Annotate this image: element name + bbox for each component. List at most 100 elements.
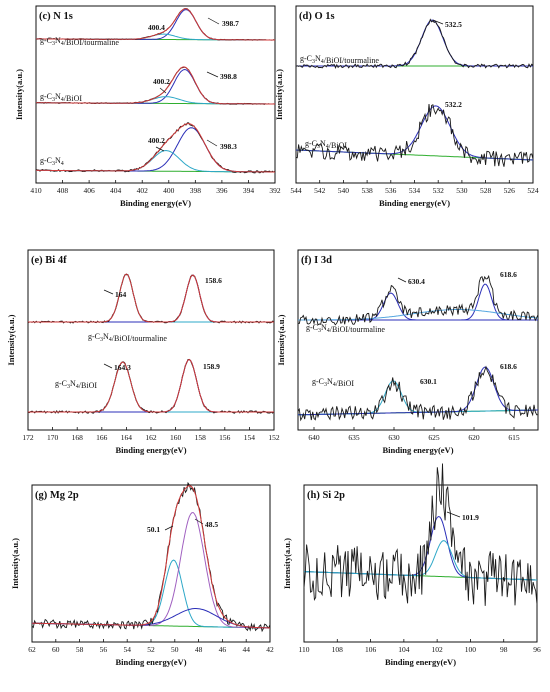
peak-label: 158.9 (203, 362, 220, 371)
envelope-fit (36, 8, 275, 41)
raw-spectrum (27, 273, 275, 324)
x-tick-label: 44 (242, 645, 250, 654)
panel-title: (c) N 1s (39, 11, 73, 22)
x-tick-label: 108 (332, 645, 344, 654)
peak-label: 164.3 (114, 363, 131, 372)
x-tick-label: 152 (268, 433, 280, 442)
sample-label: g-C3N4/BiOI/tourmaline (306, 323, 385, 334)
panel-5: 110 108 106 104 102 100 98 96 Binding energy(eV)… (282, 463, 541, 667)
y-axis-label: Intensity(a.u.) (274, 69, 284, 120)
plot-frame (297, 249, 539, 431)
fit-component (296, 19, 533, 67)
y-axis-label: Intensity(a.u.) (276, 314, 286, 365)
raw-spectrum (27, 359, 275, 414)
x-tick-label: 406 (83, 186, 95, 195)
peak-label: 630.4 (408, 277, 425, 286)
raw-spectrum (295, 103, 534, 167)
x-tick-label: 398 (190, 186, 202, 195)
x-axis-label: Binding energy(eV) (379, 198, 450, 208)
x-tick-label: 110 (299, 645, 310, 654)
envelope-fit (32, 485, 271, 629)
raw-spectrum (303, 463, 538, 606)
x-tick-label: 100 (465, 645, 477, 654)
panel-title: (d) O 1s (299, 11, 335, 22)
peak-label: 532.5 (445, 20, 462, 29)
plot-frame (35, 5, 276, 184)
x-tick-label: 615 (508, 433, 520, 442)
x-tick-label: 46 (219, 645, 227, 654)
x-tick-label: 54 (123, 645, 131, 654)
raw-spectrum (31, 481, 271, 633)
peak-label: 50.1 (147, 525, 160, 534)
x-tick-label: 530 (456, 186, 468, 195)
peak-label: 158.6 (205, 276, 222, 285)
panel-0: 410 408 406 404 402 400 398 396 394 392 Binding en… (14, 5, 281, 208)
x-tick-label: 52 (147, 645, 155, 654)
x-tick-label: 630 (388, 433, 400, 442)
peak-arrow (103, 363, 113, 369)
x-axis-label: Binding energy(eV) (115, 445, 186, 455)
x-tick-label: 106 (365, 645, 377, 654)
x-tick-label: 400 (163, 186, 175, 195)
sample-label: g-C3N4/BiOI (312, 377, 354, 388)
peak-arrow (206, 71, 219, 78)
peak-label: 398.8 (220, 72, 237, 81)
peak-label: 398.3 (220, 142, 237, 151)
y-axis-label: Intensity(a.u.) (282, 538, 292, 589)
x-tick-label: 640 (308, 433, 320, 442)
sample-label: g-C3N4 (40, 156, 64, 167)
sample-label: g-C3N4/BiOI/tourmaline (88, 332, 167, 343)
peak-label: 400.2 (153, 77, 170, 86)
peak-label: 400.4 (148, 23, 165, 32)
raw-spectrum (35, 122, 276, 174)
peak-arrow (155, 146, 165, 152)
x-tick-label: 410 (30, 186, 42, 195)
x-axis-label: Binding energy(eV) (385, 657, 456, 667)
panel-2: 172 170 168 166 164 162 160 158 156 154 152 Binding… (6, 249, 280, 455)
peak-arrow (103, 289, 114, 295)
x-axis-label: Binding energy(eV) (120, 198, 191, 208)
panel-4: 62 60 58 56 54 52 50 48 46 44 42 Binding energy(eV)… (10, 481, 274, 667)
x-tick-label: 540 (338, 186, 350, 195)
y-axis-label: Intensity(a.u.) (6, 314, 16, 365)
x-tick-label: 528 (480, 186, 492, 195)
x-tick-label: 42 (266, 645, 274, 654)
peak-arrow (446, 511, 461, 518)
x-tick-label: 96 (533, 645, 541, 654)
envelope-fit (28, 358, 274, 413)
x-tick-label: 48 (195, 645, 203, 654)
x-tick-label: 62 (28, 645, 36, 654)
x-tick-label: 396 (216, 186, 228, 195)
x-tick-label: 532 (433, 186, 445, 195)
x-tick-label: 160 (170, 433, 182, 442)
plot-frame (303, 484, 538, 643)
raw-spectrum (297, 274, 539, 326)
peak-label: 400.2 (148, 136, 165, 145)
fit-component (32, 559, 270, 629)
panel-title: (e) Bi 4f (31, 255, 67, 266)
peak-arrow (432, 19, 444, 25)
peak-label: 532.2 (445, 100, 462, 109)
x-tick-label: 394 (243, 186, 255, 195)
sample-label: g-C3N4/BiOI/tourmaline (300, 54, 379, 65)
envelope-fit (36, 66, 275, 105)
peak-arrow (206, 139, 218, 147)
x-tick-label: 524 (527, 186, 539, 195)
x-tick-label: 536 (385, 186, 397, 195)
panel-title: (f) I 3d (301, 255, 332, 266)
peak-label: 398.7 (222, 19, 239, 28)
x-tick-label: 404 (110, 186, 122, 195)
peak-arrow (207, 17, 220, 25)
x-tick-label: 408 (57, 186, 69, 195)
panel-title: (h) Si 2p (307, 490, 345, 501)
peak-arrow (397, 277, 407, 283)
x-tick-label: 625 (428, 433, 440, 442)
x-tick-label: 58 (76, 645, 84, 654)
x-tick-label: 534 (409, 186, 421, 195)
x-tick-label: 392 (269, 186, 281, 195)
envelope-fit (28, 273, 274, 323)
x-tick-label: 620 (468, 433, 480, 442)
fit-component (35, 127, 275, 173)
x-tick-label: 60 (52, 645, 60, 654)
